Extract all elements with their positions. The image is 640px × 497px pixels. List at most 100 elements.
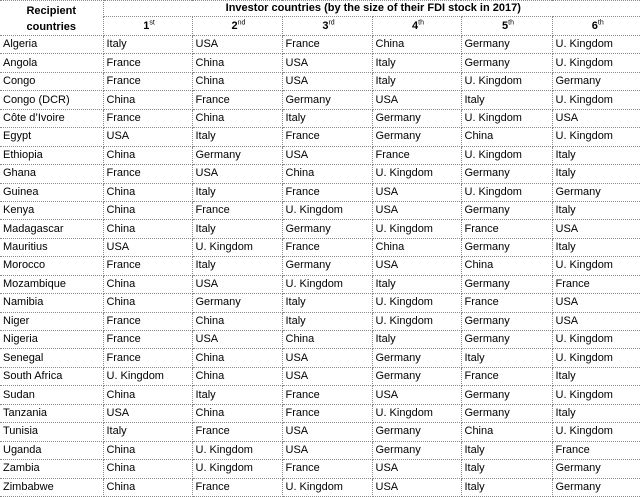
rank-suffix: th: [418, 19, 424, 27]
investor-cell-rank-4: Germany: [371, 127, 462, 147]
investor-cell-rank-3: France: [281, 403, 373, 424]
table-row: Congo France China USA Italy U. Kingdom German…: [0, 71, 640, 92]
investor-cell-rank-2: USA: [191, 34, 283, 55]
investor-cell-rank-6: Italy: [551, 237, 640, 258]
investor-cell-rank-3: Italy: [281, 311, 373, 332]
rank-suffix: th: [508, 19, 514, 27]
investor-cell-rank-3: USA: [281, 348, 373, 368]
investor-cell-rank-5: France: [460, 219, 553, 239]
recipient-country-cell: Senegal: [0, 348, 104, 368]
rank-header-4: 4th: [371, 16, 462, 36]
investor-cell-rank-6: U. Kingdom: [551, 53, 640, 73]
investor-cell-rank-6: U. Kingdom: [551, 127, 640, 147]
investor-cell-rank-5: Italy: [460, 440, 553, 461]
investor-cell-rank-4: USA: [371, 182, 462, 202]
investor-cell-rank-4: U. Kingdom: [371, 293, 462, 313]
investor-cell-rank-1: China: [102, 440, 193, 461]
investor-cell-rank-4: Germany: [371, 108, 462, 129]
investor-cell-rank-5: Italy: [460, 459, 553, 479]
investor-cell-rank-6: U. Kingdom: [551, 422, 640, 442]
rank-header-5: 5th: [460, 16, 553, 36]
investor-cell-rank-4: Germany: [371, 422, 462, 442]
investor-cell-rank-1: USA: [102, 127, 193, 147]
investor-cell-rank-1: China: [102, 200, 193, 221]
recipient-country-cell: Mozambique: [0, 274, 104, 295]
investor-cell-rank-1: China: [102, 90, 193, 110]
investor-cell-rank-1: France: [102, 71, 193, 92]
rank-number: 3: [322, 20, 329, 32]
investor-cell-rank-3: U. Kingdom: [281, 200, 373, 221]
rank-number: 2: [231, 20, 238, 32]
investor-cell-rank-3: Italy: [281, 293, 373, 313]
investor-cell-rank-6: Germany: [551, 459, 640, 479]
investor-cell-rank-3: U. Kingdom: [281, 477, 373, 497]
investor-cell-rank-6: USA: [551, 219, 640, 239]
investor-cell-rank-2: USA: [191, 329, 283, 350]
recipient-country-cell: Niger: [0, 311, 104, 332]
investor-cell-rank-2: China: [191, 403, 283, 424]
investor-cell-rank-2: U. Kingdom: [191, 440, 283, 461]
rank-header-6: 6th: [551, 16, 640, 36]
recipient-country-cell: Ghana: [0, 164, 104, 184]
recipient-country-cell: South Africa: [0, 366, 104, 387]
table-row: Senegal France China USA Germany Italy U. King…: [0, 348, 640, 368]
investor-cell-rank-2: USA: [191, 164, 283, 184]
investor-cell-rank-6: U. Kingdom: [551, 348, 640, 368]
investor-cell-rank-6: USA: [551, 311, 640, 332]
investor-cell-rank-3: Germany: [281, 256, 373, 276]
investor-cell-rank-3: Italy: [281, 108, 373, 129]
rank-number: 4: [412, 20, 419, 32]
investor-cell-rank-3: U. Kingdom: [281, 274, 373, 295]
recipient-country-cell: Egypt: [0, 127, 104, 147]
investor-cell-rank-5: Italy: [460, 90, 553, 110]
rank-header-2: 2nd: [191, 16, 283, 36]
investor-cell-rank-1: France: [102, 256, 193, 276]
investor-cell-rank-2: France: [191, 477, 283, 497]
investor-cell-rank-5: Germany: [460, 329, 553, 350]
investor-cell-rank-3: USA: [281, 440, 373, 461]
investor-cell-rank-6: U. Kingdom: [551, 256, 640, 276]
investor-cell-rank-2: U. Kingdom: [191, 237, 283, 258]
investor-cell-rank-6: U. Kingdom: [551, 90, 640, 110]
investor-cell-rank-4: Germany: [371, 348, 462, 368]
investor-cell-rank-3: USA: [281, 366, 373, 387]
investor-cell-rank-1: USA: [102, 403, 193, 424]
table-row: Angola France China USA Italy Germany U. Kingd…: [0, 53, 640, 73]
table-row: Zambia China U. Kingdom France USA Italy Germa…: [0, 459, 640, 479]
investor-cell-rank-1: USA: [102, 237, 193, 258]
recipient-country-cell: Algeria: [0, 34, 104, 55]
investor-cell-rank-5: Italy: [460, 477, 553, 497]
investor-cell-rank-6: U. Kingdom: [551, 329, 640, 350]
investor-cell-rank-1: France: [102, 53, 193, 73]
investor-cell-rank-1: China: [102, 274, 193, 295]
investor-cell-rank-6: Italy: [551, 200, 640, 221]
table-row: Egypt USA Italy France Germany China U. Kingdo…: [0, 127, 640, 147]
investor-cell-rank-4: Italy: [371, 329, 462, 350]
investor-cell-rank-2: Germany: [191, 293, 283, 313]
investor-cell-rank-6: Germany: [551, 477, 640, 497]
investor-cell-rank-6: USA: [551, 108, 640, 129]
recipient-country-cell: Ethiopia: [0, 145, 104, 166]
investor-cell-rank-3: France: [281, 34, 373, 55]
investor-cell-rank-5: Germany: [460, 311, 553, 332]
recipient-country-cell: Madagascar: [0, 219, 104, 239]
investor-cell-rank-3: France: [281, 385, 373, 405]
investor-cell-rank-5: Germany: [460, 34, 553, 55]
investor-cell-rank-3: China: [281, 164, 373, 184]
investor-cell-rank-5: Germany: [460, 237, 553, 258]
rank-header-3: 3rd: [281, 16, 373, 36]
recipient-country-cell: Uganda: [0, 440, 104, 461]
investor-cell-rank-6: France: [551, 440, 640, 461]
investor-cell-rank-3: France: [281, 459, 373, 479]
table-row: Uganda China U. Kingdom USA Germany Italy Fran…: [0, 440, 640, 461]
investor-cell-rank-4: China: [371, 237, 462, 258]
investor-cell-rank-2: Italy: [191, 182, 283, 202]
investor-cell-rank-3: Germany: [281, 90, 373, 110]
table-row: Côte d’Ivoire France China Italy Germany U. K…: [0, 108, 640, 129]
investor-cell-rank-1: France: [102, 108, 193, 129]
investor-cell-rank-5: U. Kingdom: [460, 182, 553, 202]
recipient-country-cell: Zimbabwe: [0, 477, 104, 497]
investor-cell-rank-2: China: [191, 71, 283, 92]
